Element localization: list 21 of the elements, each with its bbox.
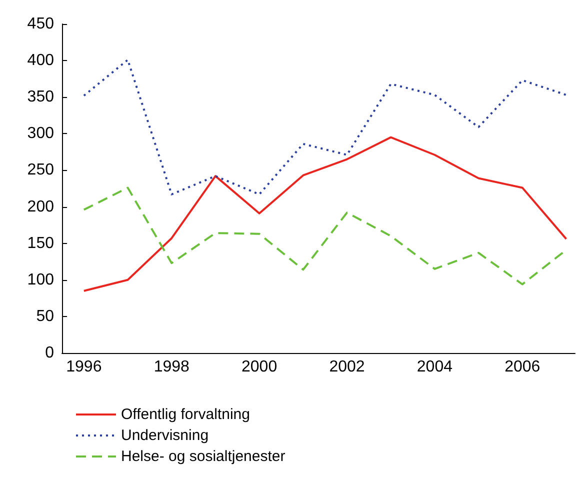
- line-series: [82, 136, 568, 292]
- y-tick-label: 350: [27, 88, 54, 106]
- y-tick-label: 250: [27, 162, 54, 179]
- legend-label: Helse- og sosialtjenester: [121, 448, 286, 465]
- y-tick-label: 100: [27, 271, 54, 288]
- y-tick-label: 400: [27, 52, 54, 70]
- y-tick-label: 450: [27, 16, 54, 32]
- y-tick-label: 50: [36, 308, 54, 325]
- y-tick-label: 200: [27, 198, 54, 216]
- legend-label: Offentlig forvaltning: [121, 406, 250, 423]
- x-tick-label: 2004: [416, 358, 453, 376]
- legend-label: Undervisning: [121, 427, 209, 444]
- line-series: [82, 58, 568, 196]
- x-tick-label: 1996: [66, 358, 102, 376]
- x-tick-label: 2000: [242, 358, 278, 376]
- x-tick-label: 1998: [154, 358, 190, 376]
- y-tick-label: 300: [27, 125, 54, 142]
- x-tick-label: 2002: [329, 358, 365, 376]
- x-tick-label: 2006: [504, 358, 540, 376]
- y-tick-label: 0: [45, 344, 54, 362]
- y-tick-label: 150: [27, 234, 54, 252]
